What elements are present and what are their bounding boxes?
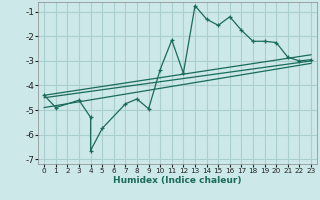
X-axis label: Humidex (Indice chaleur): Humidex (Indice chaleur) <box>113 176 242 185</box>
